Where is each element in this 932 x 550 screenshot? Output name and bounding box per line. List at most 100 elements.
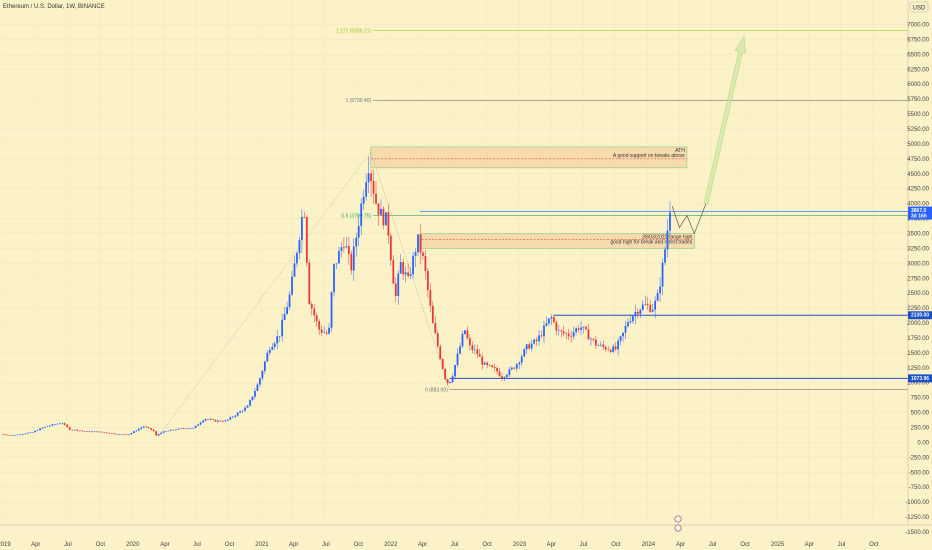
candle-body (392, 260, 395, 284)
candle-body (204, 419, 207, 421)
price-axis[interactable]: 7000.00 6750.00 6500.00 6250.00 6000.00 5750.… (905, 0, 932, 550)
candle-body (587, 329, 590, 340)
candle-body (11, 435, 14, 436)
candle-body (308, 262, 311, 305)
event-icons[interactable] (674, 515, 682, 532)
candle-body (256, 384, 259, 391)
candle-body (189, 428, 192, 429)
candle-body (214, 419, 217, 422)
candle-body (461, 333, 464, 347)
candle-body (582, 326, 585, 328)
candle-body (276, 336, 279, 344)
candle-body (404, 272, 407, 275)
candle-body (491, 365, 494, 368)
candle-body (212, 419, 214, 420)
candle-body (175, 429, 177, 431)
candle-body (81, 430, 83, 432)
candle-body (150, 428, 153, 430)
candle-body (498, 371, 501, 377)
time-tick-label: 2024 (642, 542, 656, 548)
candle-body (86, 431, 88, 432)
candle-body (431, 305, 434, 324)
candle-body (617, 340, 619, 350)
time-tick-label: Apr (160, 542, 169, 548)
candle-body (370, 173, 372, 182)
time-tick-label: Oct (869, 542, 879, 548)
candle-body (24, 433, 27, 435)
time-tick-label: Apr (289, 542, 298, 548)
candle-body (518, 362, 521, 365)
event-icon-bottom[interactable] (674, 524, 682, 532)
candle-body (16, 434, 19, 436)
candle-body (560, 330, 563, 332)
price-tick-label: 0.00 (917, 440, 929, 446)
candle-body (261, 370, 264, 379)
candle-body (199, 422, 202, 425)
candle-body (335, 263, 338, 265)
candle-body (133, 431, 135, 433)
candle-body (286, 307, 288, 315)
candle-body (291, 276, 293, 295)
candle-body (108, 432, 111, 434)
candle-body (550, 317, 553, 319)
candle-body (231, 416, 234, 418)
plot-area[interactable] (0, 0, 908, 525)
candle-body (632, 316, 634, 322)
candle-body (619, 336, 622, 341)
candle-body (21, 434, 24, 435)
price-tick-label: 4250.00 (907, 187, 929, 193)
candle-body (476, 349, 479, 355)
candle-body (656, 293, 659, 301)
price-tick-label: -500.00 (909, 470, 930, 476)
currency-button[interactable] (909, 1, 929, 13)
candle-body (323, 332, 326, 334)
price-tick-label: 5000.00 (907, 142, 929, 148)
price-tick-label: 6750.00 (907, 37, 929, 43)
candle-body (357, 225, 360, 238)
candle-body (19, 434, 22, 436)
candle-body (594, 339, 597, 346)
candle-body (123, 434, 125, 435)
time-axis[interactable]: 2019 Apr Jul Oct 2020 Apr Jul Oct 2021 Apr Jul Oct 2… (0, 524, 932, 548)
candle-body (293, 263, 296, 277)
candle-body (528, 344, 531, 349)
zone-box (421, 233, 695, 249)
candle-body (419, 234, 422, 253)
candle-body (562, 331, 565, 334)
price-tick-label: 5750.00 (907, 97, 929, 103)
candle-body (622, 332, 624, 337)
candle-body (26, 432, 29, 434)
candle-body (523, 349, 526, 357)
candle-body (217, 420, 219, 422)
price-axis-bg[interactable] (908, 0, 932, 550)
candle-body (414, 252, 417, 256)
candle-body (456, 353, 459, 366)
time-tick-label: Oct (354, 542, 364, 548)
candle-body (296, 252, 298, 264)
candle-body (520, 356, 523, 363)
candle-body (170, 429, 172, 431)
candle-body (614, 346, 617, 350)
event-icon-top[interactable] (674, 515, 682, 523)
candle-body (98, 431, 101, 433)
projection (671, 35, 747, 235)
candle-body (567, 333, 570, 337)
price-tick-label: -1250.00 (905, 515, 929, 521)
candle-body (9, 435, 12, 436)
time-tick-label: 2023 (513, 542, 527, 548)
candle-body (328, 327, 330, 334)
candle-body (399, 262, 402, 274)
candle-body (659, 286, 661, 294)
candle-body (207, 419, 209, 420)
fib-label: 1 (5730.40) (346, 98, 372, 104)
candle-body (4, 434, 7, 436)
candle-body (244, 407, 246, 411)
candle-body (313, 308, 316, 316)
time-tick-label: Apr (418, 542, 427, 548)
candle-body (350, 253, 353, 271)
candle-body (44, 426, 46, 428)
time-tick-label: Jul (580, 542, 588, 548)
candle-body (39, 428, 41, 431)
time-tick-label: Oct (96, 542, 106, 548)
